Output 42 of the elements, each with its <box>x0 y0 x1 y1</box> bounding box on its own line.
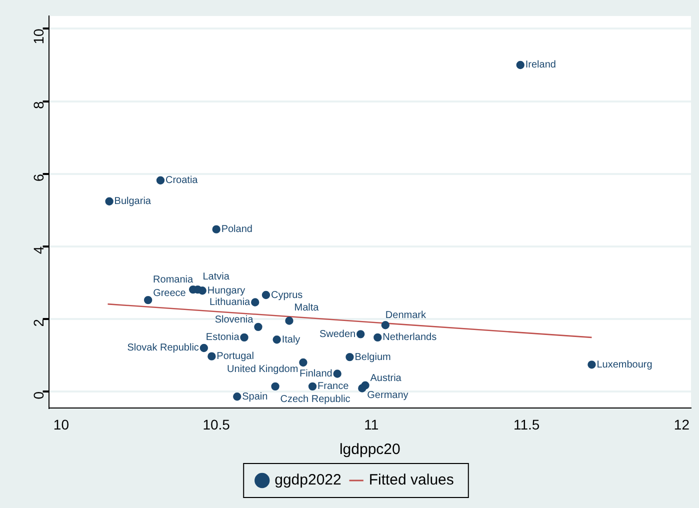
annotation: Sweden <box>319 328 356 340</box>
annotation: Austria <box>370 373 402 384</box>
annotation: Ireland <box>525 60 556 71</box>
annotation: Netherlands <box>382 332 437 344</box>
y-tick-label: 2 <box>30 318 47 327</box>
annotation: Greece <box>153 288 186 299</box>
annotation: Denmark <box>385 310 427 321</box>
annotation: Lithuania <box>210 297 251 308</box>
y-tick-label: 6 <box>30 174 47 182</box>
annotation: Croatia <box>165 175 198 186</box>
annotation: Czech Republic <box>280 394 350 406</box>
annotation: Spain <box>242 391 268 402</box>
y-tick-label: 4 <box>30 246 47 254</box>
legend-label: Fitted values <box>368 472 454 489</box>
annotation: France <box>318 381 350 392</box>
annotation: Cyprus <box>270 290 303 301</box>
annotation: Latvia <box>202 271 230 282</box>
annotation: Slovenia <box>214 314 254 326</box>
annotation: Slovak Republic <box>127 342 199 354</box>
annotation: Belgium <box>354 352 391 363</box>
x-tick-label: 10.5 <box>202 416 230 432</box>
legend-label: ggdp2022 <box>274 472 342 489</box>
annotation: Romania <box>153 274 194 286</box>
annotation: Finland <box>300 368 332 380</box>
annotation: Italy <box>282 334 300 346</box>
annotation: Germany <box>367 390 408 401</box>
annotation: Luxembourg <box>596 359 652 370</box>
annotation: United Kingdom <box>227 364 298 376</box>
x-axis-title: lgdppc20 <box>339 441 400 458</box>
annotation: Bulgaria <box>114 196 152 208</box>
annotation: Hungary <box>207 285 246 296</box>
y-tick-label: 0 <box>30 391 47 400</box>
annotation: Poland <box>221 224 252 236</box>
x-tick-label: 11.5 <box>513 416 540 432</box>
annotation: Malta <box>294 302 320 314</box>
y-tick-label: 8 <box>30 101 47 110</box>
annotation: Portugal <box>216 351 254 362</box>
y-tick-label: 10 <box>30 28 47 44</box>
x-tick-label: 11 <box>364 416 379 432</box>
annotation: Estonia <box>206 332 240 344</box>
x-tick-label: 12 <box>674 416 690 432</box>
x-tick-label: 10 <box>53 416 70 432</box>
